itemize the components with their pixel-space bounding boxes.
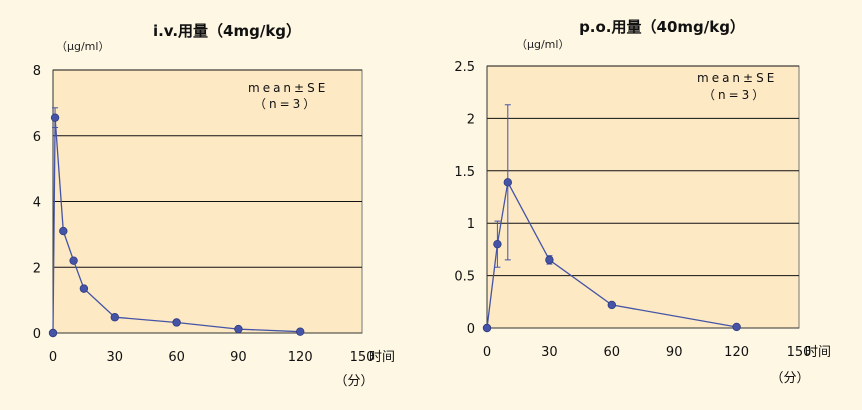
po-data-point bbox=[545, 255, 554, 265]
po-annotation-stat: mean±SE bbox=[697, 71, 777, 85]
iv-y-tick-label: 0 bbox=[33, 327, 41, 342]
po-plot-area bbox=[486, 65, 800, 329]
iv-data-point bbox=[69, 256, 78, 265]
iv-annotation-n: （n=3） bbox=[254, 97, 318, 111]
po-x-tick-label: 150 bbox=[787, 345, 812, 360]
iv-y-tick-label: 4 bbox=[33, 196, 41, 211]
iv-x-tick-label: 30 bbox=[107, 350, 124, 365]
po-x-tick-label: 60 bbox=[604, 345, 621, 360]
iv-data-point bbox=[79, 284, 89, 293]
iv-x-tick-label: 60 bbox=[168, 350, 185, 365]
iv-data-point bbox=[48, 328, 58, 338]
iv-data-point bbox=[234, 324, 243, 334]
iv-y-tick-label: 8 bbox=[33, 64, 41, 79]
iv-x-tick-label: 120 bbox=[288, 350, 313, 365]
po-y-tick-label: 0 bbox=[467, 322, 475, 337]
iv-y-axis-unit: （μg/ml） bbox=[56, 40, 109, 53]
po-y-tick-label: 0.5 bbox=[454, 270, 475, 285]
po-y-tick-label: 2 bbox=[467, 112, 475, 127]
po-y-tick-label: 1.5 bbox=[454, 165, 475, 180]
iv-x-tick-label: 90 bbox=[230, 350, 247, 365]
po-data-point bbox=[493, 239, 502, 249]
po-y-tick-label: 2.5 bbox=[454, 60, 475, 75]
iv-data-point bbox=[296, 327, 305, 336]
po-data-point bbox=[503, 178, 512, 187]
po-x-axis-unit: （分） bbox=[770, 371, 809, 386]
po-x-axis-label: 时间 bbox=[805, 345, 831, 360]
iv-y-tick-label: 6 bbox=[33, 130, 41, 145]
iv-x-tick-label: 150 bbox=[350, 350, 375, 365]
iv-x-axis-label: 时间 bbox=[369, 350, 395, 365]
iv-chart-title: i.v.用量（4mg/kg） bbox=[153, 22, 301, 40]
po-annotation-n: （n=3） bbox=[703, 88, 767, 102]
iv-x-axis-unit: （分） bbox=[334, 374, 373, 389]
iv-data-point bbox=[50, 113, 60, 122]
po-data-point bbox=[482, 323, 492, 333]
po-x-tick-label: 120 bbox=[724, 345, 749, 360]
iv-annotation-stat: mean±SE bbox=[248, 81, 328, 95]
iv-data-point bbox=[172, 318, 181, 327]
po-chart-title: p.o.用量（40mg/kg） bbox=[579, 18, 745, 36]
po-data-point bbox=[732, 322, 741, 332]
iv-x-tick-label: 0 bbox=[49, 350, 57, 365]
iv-y-tick-label: 2 bbox=[33, 261, 41, 276]
po-x-tick-label: 0 bbox=[483, 345, 491, 360]
po-x-tick-label: 90 bbox=[666, 345, 683, 360]
po-data-point bbox=[607, 300, 616, 310]
po-y-axis-unit: （μg/ml） bbox=[516, 38, 569, 51]
iv-data-point bbox=[110, 313, 119, 322]
po-x-tick-label: 30 bbox=[541, 345, 558, 360]
iv-data-point bbox=[59, 226, 68, 236]
po-y-tick-label: 1 bbox=[467, 217, 475, 232]
po-series-line bbox=[486, 180, 737, 329]
